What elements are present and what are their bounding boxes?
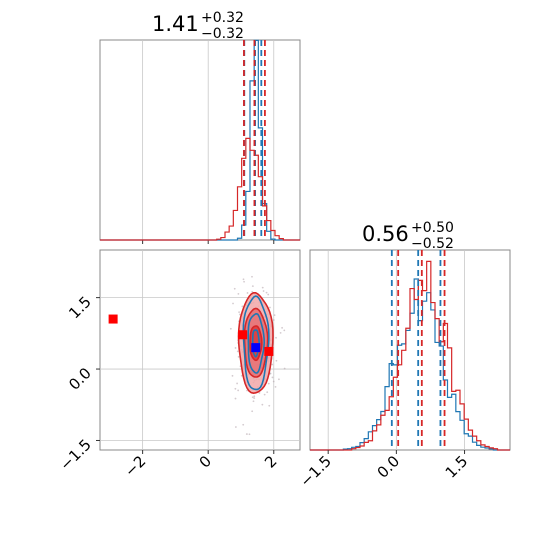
joint-sample-point xyxy=(275,336,277,339)
param1-title-value: 1.41 xyxy=(152,12,199,36)
joint-sample-point xyxy=(268,404,271,407)
joint-sample-point xyxy=(241,305,244,308)
histogram-panel-param1: 1.41 +0.32 −0.32 xyxy=(99,10,301,244)
joint-sample-point xyxy=(245,433,248,435)
joint-sample-point xyxy=(251,410,254,413)
hist2-xtick-label-2: 1.5 xyxy=(442,452,472,482)
joint-frame xyxy=(99,249,301,451)
joint-sample-point xyxy=(233,287,236,290)
joint-sample-point xyxy=(266,391,269,394)
joint-sample-point xyxy=(281,326,284,329)
param1-title-minus: −0.32 xyxy=(201,26,244,42)
param2-title-value: 0.56 xyxy=(362,222,409,246)
joint-sample-point xyxy=(242,423,245,426)
joint-marker-3 xyxy=(251,343,261,353)
hist1-hist-a-series xyxy=(100,39,300,241)
joint-sample-point xyxy=(269,306,271,309)
joint-xtick-label-0: −2 xyxy=(121,452,149,480)
joint-sample-point xyxy=(261,403,264,406)
joint-sample-point xyxy=(272,319,275,321)
joint-sample-point xyxy=(246,292,249,294)
joint-contour-a-2 xyxy=(251,329,260,358)
joint-sample-point xyxy=(234,387,237,390)
joint-marker-0 xyxy=(108,314,118,324)
joint-sample-point xyxy=(251,275,253,278)
joint-xtick-label-2: 2 xyxy=(261,452,280,471)
joint-sample-point xyxy=(242,278,245,281)
hist2-xtick-label-0: −1.5 xyxy=(297,452,335,490)
joint-sample-point xyxy=(236,382,239,385)
joint-sample-point xyxy=(253,395,256,398)
joint-sample-point xyxy=(262,290,265,292)
hist2-hist-b-series xyxy=(310,260,510,451)
joint-sample-point xyxy=(258,392,261,394)
joint-sample-point xyxy=(236,350,239,353)
hist2-xtick-label-1: 0.0 xyxy=(374,452,404,482)
param2-title-minus: −0.52 xyxy=(411,236,454,252)
joint-sample-point xyxy=(283,329,286,332)
joint-sample-point xyxy=(283,367,286,370)
joint-sample-point xyxy=(275,359,278,362)
joint-sample-point xyxy=(229,327,232,330)
param2-title-plus: +0.50 xyxy=(411,220,454,236)
joint-sample-point xyxy=(232,302,234,305)
joint-contour-a-1 xyxy=(247,312,266,374)
joint-sample-point xyxy=(278,378,280,381)
joint-sample-point xyxy=(234,397,237,400)
joint-panel: −2 0 2 −1.5 0.0 1.5 xyxy=(56,249,301,480)
joint-sample-point xyxy=(271,376,274,379)
joint-sample-point xyxy=(248,433,251,436)
joint-sample-point xyxy=(238,311,240,313)
joint-sample-point xyxy=(251,285,254,288)
joint-ytick-label-1: 0.0 xyxy=(65,364,95,394)
joint-sample-point xyxy=(273,314,276,317)
joint-sample-point xyxy=(261,286,264,289)
joint-sample-point xyxy=(239,313,241,316)
joint-sample-point xyxy=(237,355,240,358)
joint-sample-point xyxy=(269,372,272,375)
joint-ytick-label-2: 1.5 xyxy=(65,293,95,323)
joint-sample-point xyxy=(251,290,254,293)
joint-xtick-label-1: 0 xyxy=(196,452,215,471)
joint-sample-point xyxy=(274,386,277,388)
hist1-hist-b-series xyxy=(100,137,300,241)
joint-marker-1 xyxy=(238,330,248,340)
joint-sample-point xyxy=(271,363,274,366)
joint-sample-point xyxy=(263,393,266,396)
histogram-panel-param2: −1.5 0.0 1.5 0.56 +0.50 −0.52 xyxy=(297,220,511,491)
joint-sample-point xyxy=(267,293,270,296)
joint-sample-point xyxy=(252,400,255,403)
joint-sample-point xyxy=(279,331,282,334)
joint-sample-point xyxy=(272,380,275,383)
joint-sample-point xyxy=(231,374,234,377)
joint-sample-point xyxy=(237,292,240,295)
histogram-frame-param2 xyxy=(309,249,511,451)
joint-sample-point xyxy=(265,291,268,294)
param1-title-plus: +0.32 xyxy=(201,10,244,26)
joint-sample-point xyxy=(234,347,237,349)
joint-ytick-label-0: −1.5 xyxy=(56,436,94,474)
joint-sample-point xyxy=(251,396,254,399)
joint-sample-point xyxy=(234,426,237,428)
joint-contour-a-0 xyxy=(242,295,270,391)
joint-marker-2 xyxy=(264,346,274,356)
joint-sample-point xyxy=(237,389,240,392)
joint-sample-point xyxy=(253,397,256,400)
joint-sample-point xyxy=(243,280,245,283)
joint-sample-point xyxy=(267,382,270,385)
histogram-frame-param1 xyxy=(99,39,301,241)
